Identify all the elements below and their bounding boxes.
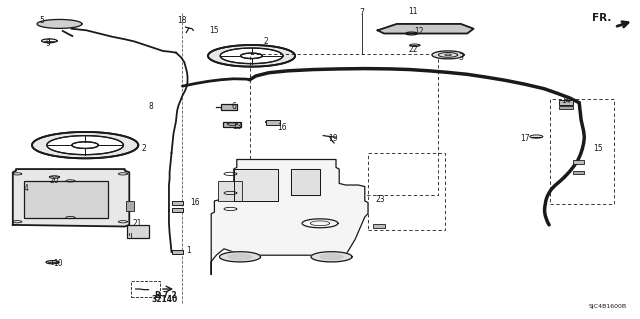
Bar — [368, 153, 445, 230]
Text: 12: 12 — [415, 27, 424, 36]
Text: 18: 18 — [178, 16, 187, 25]
Text: 16: 16 — [276, 123, 287, 132]
Polygon shape — [291, 169, 320, 195]
Text: 13: 13 — [232, 122, 242, 130]
Polygon shape — [228, 254, 252, 260]
Polygon shape — [32, 132, 138, 158]
Text: 9: 9 — [45, 39, 51, 48]
Polygon shape — [47, 136, 124, 155]
Bar — [172, 201, 183, 205]
Bar — [266, 120, 280, 125]
Polygon shape — [311, 252, 352, 262]
Bar — [131, 281, 160, 297]
Polygon shape — [220, 252, 260, 262]
Text: FR.: FR. — [592, 12, 611, 23]
Text: 22: 22 — [408, 45, 417, 54]
Polygon shape — [320, 254, 343, 260]
Text: 5: 5 — [39, 16, 44, 25]
Text: 7: 7 — [359, 8, 364, 17]
Text: 32140: 32140 — [152, 295, 179, 304]
Bar — [559, 106, 573, 109]
Polygon shape — [37, 19, 82, 28]
Polygon shape — [220, 48, 283, 63]
Text: B-7-2: B-7-2 — [154, 291, 177, 300]
Bar — [172, 250, 183, 254]
Text: 15: 15 — [209, 26, 220, 35]
Text: SJC4B1600B: SJC4B1600B — [589, 304, 627, 309]
Polygon shape — [234, 169, 278, 201]
Polygon shape — [211, 160, 368, 274]
Text: 19: 19 — [328, 134, 338, 143]
Polygon shape — [378, 24, 474, 33]
Text: 1: 1 — [186, 246, 191, 255]
Text: 14: 14 — [561, 96, 572, 105]
Polygon shape — [13, 169, 129, 226]
Bar — [223, 122, 241, 127]
Text: 4: 4 — [23, 184, 28, 193]
Bar — [573, 160, 584, 164]
Bar — [250, 54, 438, 195]
Text: 10: 10 — [52, 259, 63, 268]
Bar — [172, 208, 183, 212]
Bar — [559, 100, 573, 105]
Text: 16: 16 — [190, 198, 200, 207]
Text: 11: 11 — [408, 7, 417, 16]
Text: 17: 17 — [520, 134, 530, 143]
Text: 15: 15 — [593, 144, 604, 153]
Polygon shape — [208, 45, 295, 67]
Text: 3: 3 — [458, 53, 463, 62]
Bar — [126, 201, 134, 211]
Bar — [221, 104, 237, 110]
Text: 23: 23 — [376, 195, 386, 204]
Text: 6: 6 — [231, 102, 236, 111]
Bar — [24, 181, 108, 218]
Text: 2: 2 — [263, 37, 268, 46]
Bar — [127, 225, 149, 238]
Bar — [550, 99, 614, 204]
Text: 21: 21 — [133, 219, 142, 228]
Text: 8: 8 — [148, 102, 153, 111]
Text: 2: 2 — [141, 144, 147, 153]
Bar — [218, 181, 242, 201]
Text: 20: 20 — [49, 176, 60, 185]
Bar — [573, 171, 584, 174]
Bar — [373, 224, 385, 228]
Polygon shape — [432, 51, 464, 59]
